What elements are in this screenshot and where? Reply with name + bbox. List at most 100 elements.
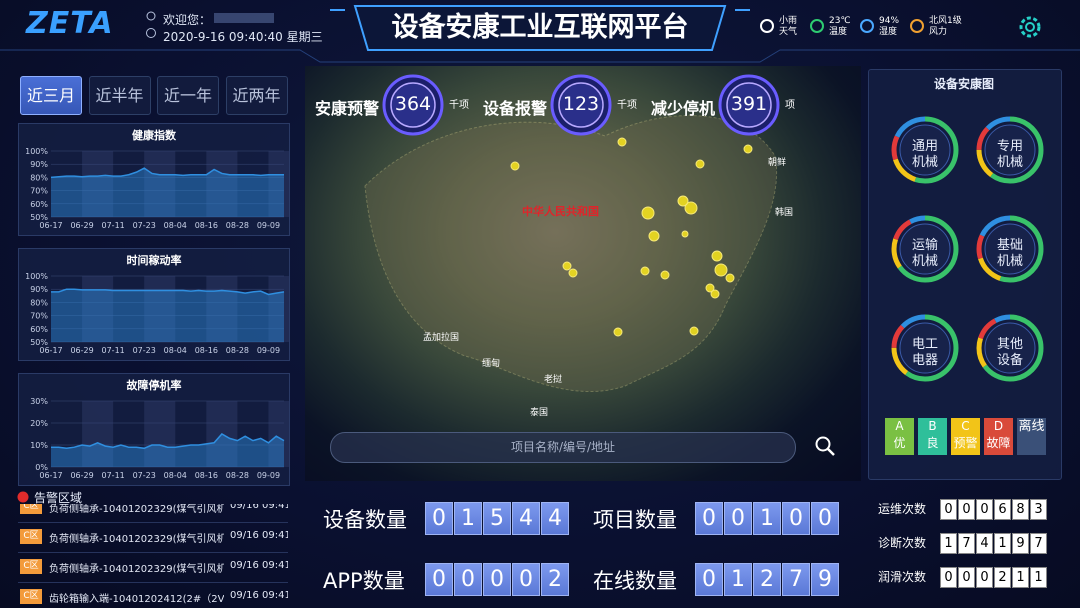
weather-value: 94% xyxy=(879,16,900,26)
x-tick-label: 06-17 xyxy=(39,346,62,355)
x-tick-label: 09-09 xyxy=(257,471,280,480)
status-label: 基础 xyxy=(996,238,1023,253)
icon-shape xyxy=(810,19,824,33)
counter-label: 设备数量 xyxy=(323,508,407,532)
status-label: 通用 xyxy=(911,139,938,154)
line xyxy=(51,433,285,450)
stat-digit: 0 xyxy=(976,499,993,520)
x-tick-label: 07-23 xyxy=(133,471,156,480)
counter-digit: 2 xyxy=(541,563,569,596)
kpi-label: 安康预警 xyxy=(315,99,380,118)
weather-icon xyxy=(910,19,924,33)
alarm-text: 负荷侧轴承-10401202329(煤气引风机电... xyxy=(49,564,224,575)
stat-digit: 1 xyxy=(1030,567,1047,588)
tab[interactable]: 近半年 xyxy=(88,76,151,115)
ring-core xyxy=(899,322,951,374)
stat-digit: 0 xyxy=(940,499,957,520)
ring-core xyxy=(899,124,951,176)
x-tick-label: 06-29 xyxy=(70,346,93,355)
counter-digit: 1 xyxy=(454,502,482,535)
ring-inner xyxy=(558,82,604,128)
x-tick-label: 08-28 xyxy=(226,346,249,355)
kpi-label: 设备报警 xyxy=(483,99,548,118)
band xyxy=(82,151,114,217)
ring-segment xyxy=(976,116,1044,184)
x-tick-label: 07-23 xyxy=(133,221,156,230)
weather-label: 湿度 xyxy=(879,27,898,37)
weather-icon xyxy=(860,19,874,33)
area xyxy=(51,168,284,217)
alarm-zone: C区 xyxy=(20,589,42,604)
stat-digit: 2 xyxy=(994,567,1011,588)
band xyxy=(144,276,176,342)
counter-label: 在线数量 xyxy=(593,569,677,593)
counter-digit: 0 xyxy=(811,502,839,535)
map-label: 朝鲜 xyxy=(768,158,787,168)
y-tick-label: 0% xyxy=(35,463,48,472)
legend-item: 离线 xyxy=(1017,418,1046,455)
area xyxy=(51,434,284,467)
counter-digit: 0 xyxy=(454,563,482,596)
counter-digit: 0 xyxy=(483,563,511,596)
stat-digit: 9 xyxy=(1012,533,1029,554)
tab[interactable]: 近三月 xyxy=(20,76,82,115)
counter-label: APP数量 xyxy=(323,569,405,593)
alarm-time: 09/16 09:41 xyxy=(230,504,288,511)
counter-digit: 0 xyxy=(425,563,453,596)
x-tick-label: 08-16 xyxy=(195,346,218,355)
y-tick-label: 30% xyxy=(30,397,48,406)
alarm-title: 告警区域 xyxy=(34,491,83,505)
y-tick-label: 50% xyxy=(30,338,48,347)
chart-title: 健康指数 xyxy=(132,128,177,142)
stat-label: 运维次数 xyxy=(878,502,927,516)
y-tick-label: 80% xyxy=(30,173,48,182)
counter-digit: 0 xyxy=(695,502,723,535)
weather-icon xyxy=(760,19,774,33)
tab[interactable]: 近两年 xyxy=(225,76,288,115)
chart-title: 时间稼动率 xyxy=(127,253,182,267)
legend-label: 良 xyxy=(926,436,939,450)
counter-label: 项目数量 xyxy=(593,508,677,532)
welcome-text: 欢迎您： xyxy=(163,13,212,27)
legend-label: 离线 xyxy=(1018,419,1045,434)
legend-grade: A xyxy=(895,419,904,433)
stat-digit: 6 xyxy=(994,499,1011,520)
status-ring xyxy=(891,215,959,283)
y-tick-label: 60% xyxy=(30,200,48,209)
stat-digit: 7 xyxy=(958,533,975,554)
ring-core xyxy=(984,124,1036,176)
kpi-value: 391 xyxy=(730,93,768,115)
ring-segment xyxy=(976,314,1044,382)
kpi-value: 364 xyxy=(394,93,432,115)
y-tick-label: 70% xyxy=(30,187,48,196)
ring-segment xyxy=(891,314,959,382)
ring-core xyxy=(899,223,951,275)
status-ring xyxy=(976,116,1044,184)
counter-digit: 0 xyxy=(512,563,540,596)
counter-digit: 4 xyxy=(512,502,540,535)
stat-digit: 0 xyxy=(958,567,975,588)
status-ring xyxy=(891,116,959,184)
counter-digit: 9 xyxy=(811,563,839,596)
weather-value: 北风1级 xyxy=(929,16,962,26)
stat-digit: 0 xyxy=(976,567,993,588)
search-icon[interactable] xyxy=(814,435,836,457)
y-tick-label: 60% xyxy=(30,325,48,334)
tab[interactable]: 近一年 xyxy=(157,76,219,115)
search-box[interactable]: 项目名称/编号/地址 xyxy=(330,432,796,463)
status-label: 电器 xyxy=(911,353,938,368)
icon-shape xyxy=(910,19,924,33)
kpi-ring xyxy=(382,74,444,136)
band xyxy=(144,151,176,217)
chart-title: 故障停机率 xyxy=(127,378,182,392)
page-title: 设备安康工业互联网平台 xyxy=(391,12,689,43)
band xyxy=(268,151,289,217)
kpi-unit: 项 xyxy=(785,100,795,111)
counter-digit: 4 xyxy=(541,502,569,535)
counter-digit: 1 xyxy=(724,563,752,596)
